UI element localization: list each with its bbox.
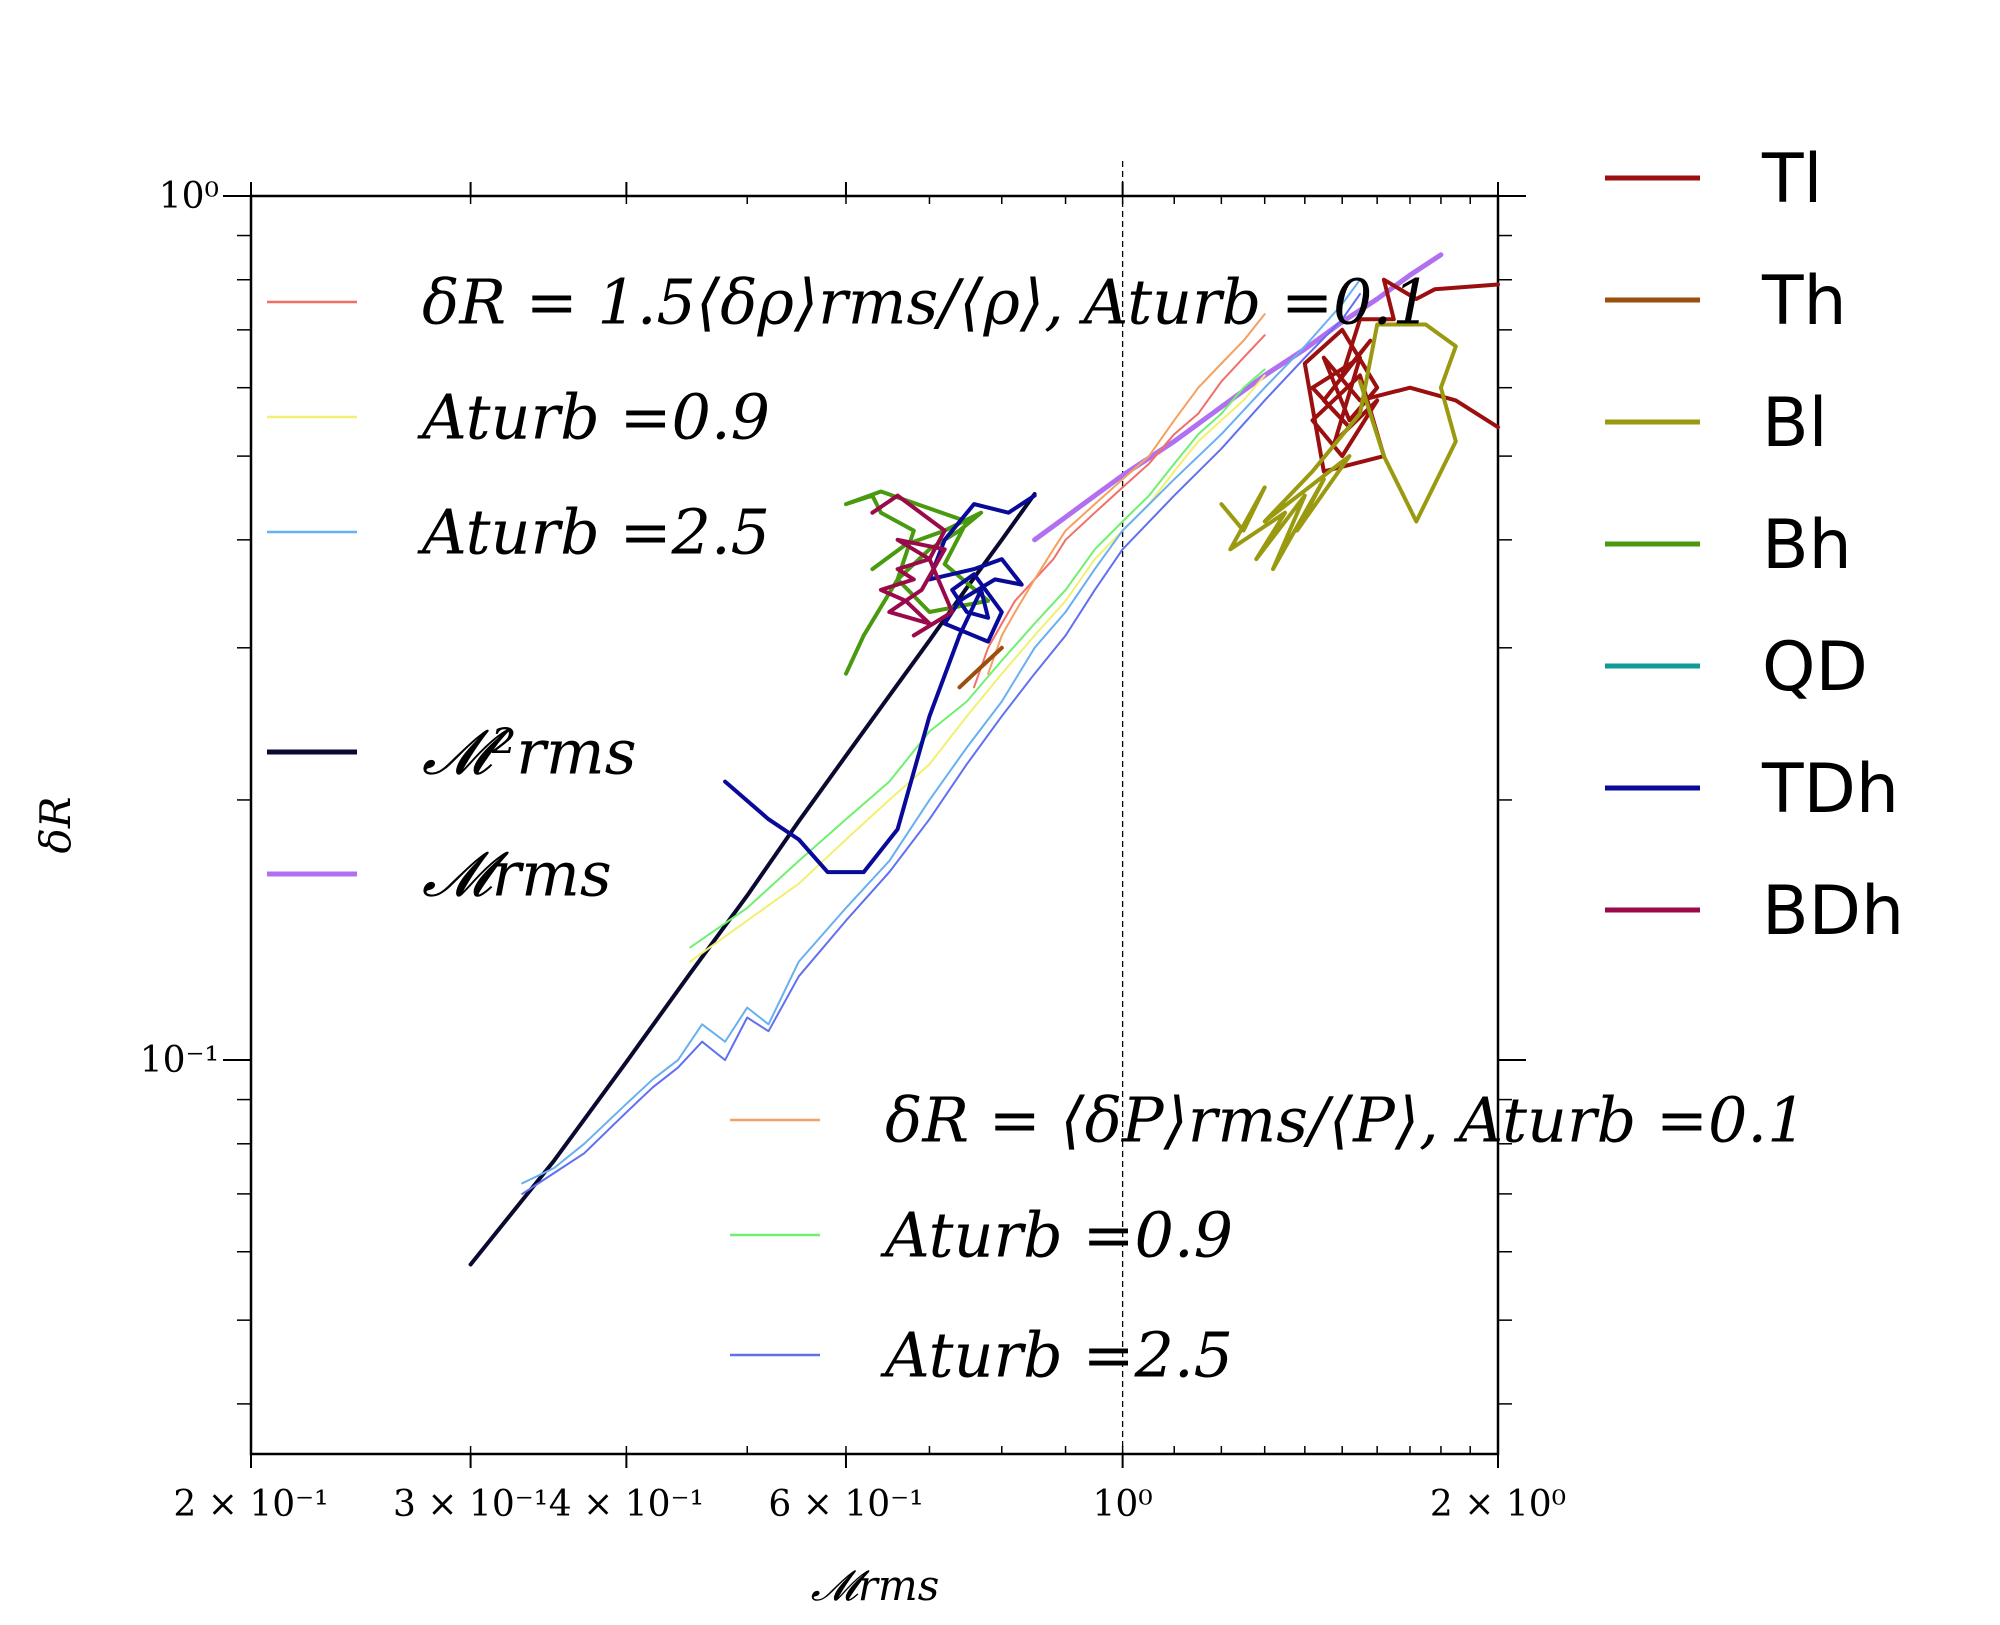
legend-label: Aturb =2.5 xyxy=(417,496,770,569)
legend-label: BDh xyxy=(1762,872,1904,951)
series-line xyxy=(987,313,1266,675)
legend-label: 𝓜rms xyxy=(422,838,612,911)
series-line xyxy=(723,493,1037,875)
series-line xyxy=(689,374,1266,963)
y-axis-label: δR xyxy=(31,797,80,854)
x-tick-label: 2 × 10⁻¹ xyxy=(173,1484,328,1525)
legend-label: δR = ⟨δP⟩rms/⟨P⟩, Aturb =0.1 xyxy=(885,1084,1807,1157)
legend-label: TDh xyxy=(1761,750,1899,829)
series-line xyxy=(521,278,1361,1185)
series-line xyxy=(844,489,991,676)
series-line xyxy=(957,645,1004,690)
series-line xyxy=(689,368,1266,949)
legend-label: Th xyxy=(1761,262,1847,341)
series-line xyxy=(1302,277,1500,474)
x-tick-label: 4 × 10⁻¹ xyxy=(549,1484,704,1525)
series-line xyxy=(1219,322,1458,572)
legend-label: Tl xyxy=(1761,140,1822,219)
legend-left-upper: δR = 1.5⟨δρ⟩rms/⟨ρ⟩, Aturb =0.1 Aturb =0.… xyxy=(267,266,1432,911)
y-tick-label: 10⁻¹ xyxy=(140,1040,219,1081)
series-line xyxy=(521,293,1361,1195)
x-tick-label: 6 × 10⁻¹ xyxy=(768,1484,923,1525)
x-tick-label: 2 × 10⁰ xyxy=(1430,1484,1566,1525)
legend-label: QD xyxy=(1762,628,1868,707)
legend-label: Aturb =2.5 xyxy=(880,1319,1233,1392)
x-axis-label: 𝓜rms xyxy=(811,1561,940,1610)
legend-right: Tl Th Bl Bh QD TDh BDh xyxy=(1605,140,1904,951)
legend-label: Aturb =0.9 xyxy=(417,381,770,454)
legend-label: Bl xyxy=(1762,384,1828,463)
axes-ticks: 2 × 10⁻¹ 3 × 10⁻¹ 4 × 10⁻¹ 6 × 10⁻¹ 10⁰ 2 × 1… xyxy=(140,176,1566,1525)
series-line xyxy=(870,493,955,638)
series-group xyxy=(468,252,1500,1267)
series-line xyxy=(1032,252,1444,543)
legend-label: δR = 1.5⟨δρ⟩rms/⟨ρ⟩, Aturb =0.1 xyxy=(422,266,1432,339)
series-line xyxy=(468,492,1037,1267)
legend-left-lower: δR = ⟨δP⟩rms/⟨P⟩, Aturb =0.1 Aturb =0.9 At… xyxy=(730,1084,1807,1392)
x-tick-label: 10⁰ xyxy=(1092,1484,1152,1525)
x-tick-label: 3 × 10⁻¹ xyxy=(393,1484,548,1525)
legend-label: 𝓜²rms xyxy=(422,716,637,789)
legend-label: Bh xyxy=(1762,506,1852,585)
legend-label: Aturb =0.9 xyxy=(880,1199,1233,1272)
plot-frame xyxy=(249,194,1500,1456)
series-line xyxy=(973,334,1266,689)
y-tick-label: 10⁰ xyxy=(159,176,219,217)
